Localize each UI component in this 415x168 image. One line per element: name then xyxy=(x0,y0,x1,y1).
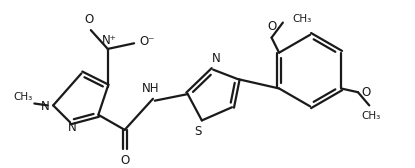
Text: S: S xyxy=(194,125,202,138)
Text: N: N xyxy=(68,120,76,134)
Text: NH: NH xyxy=(142,82,160,95)
Text: CH₃: CH₃ xyxy=(13,92,32,102)
Text: CH₃: CH₃ xyxy=(292,14,312,24)
Text: O: O xyxy=(120,154,129,167)
Text: N: N xyxy=(41,100,49,113)
Text: CH₃: CH₃ xyxy=(361,111,381,121)
Text: O: O xyxy=(267,20,276,33)
Text: O: O xyxy=(84,13,93,26)
Text: O: O xyxy=(362,86,371,99)
Text: O⁻: O⁻ xyxy=(140,35,155,48)
Text: N: N xyxy=(212,52,220,65)
Text: N⁺: N⁺ xyxy=(102,34,117,47)
